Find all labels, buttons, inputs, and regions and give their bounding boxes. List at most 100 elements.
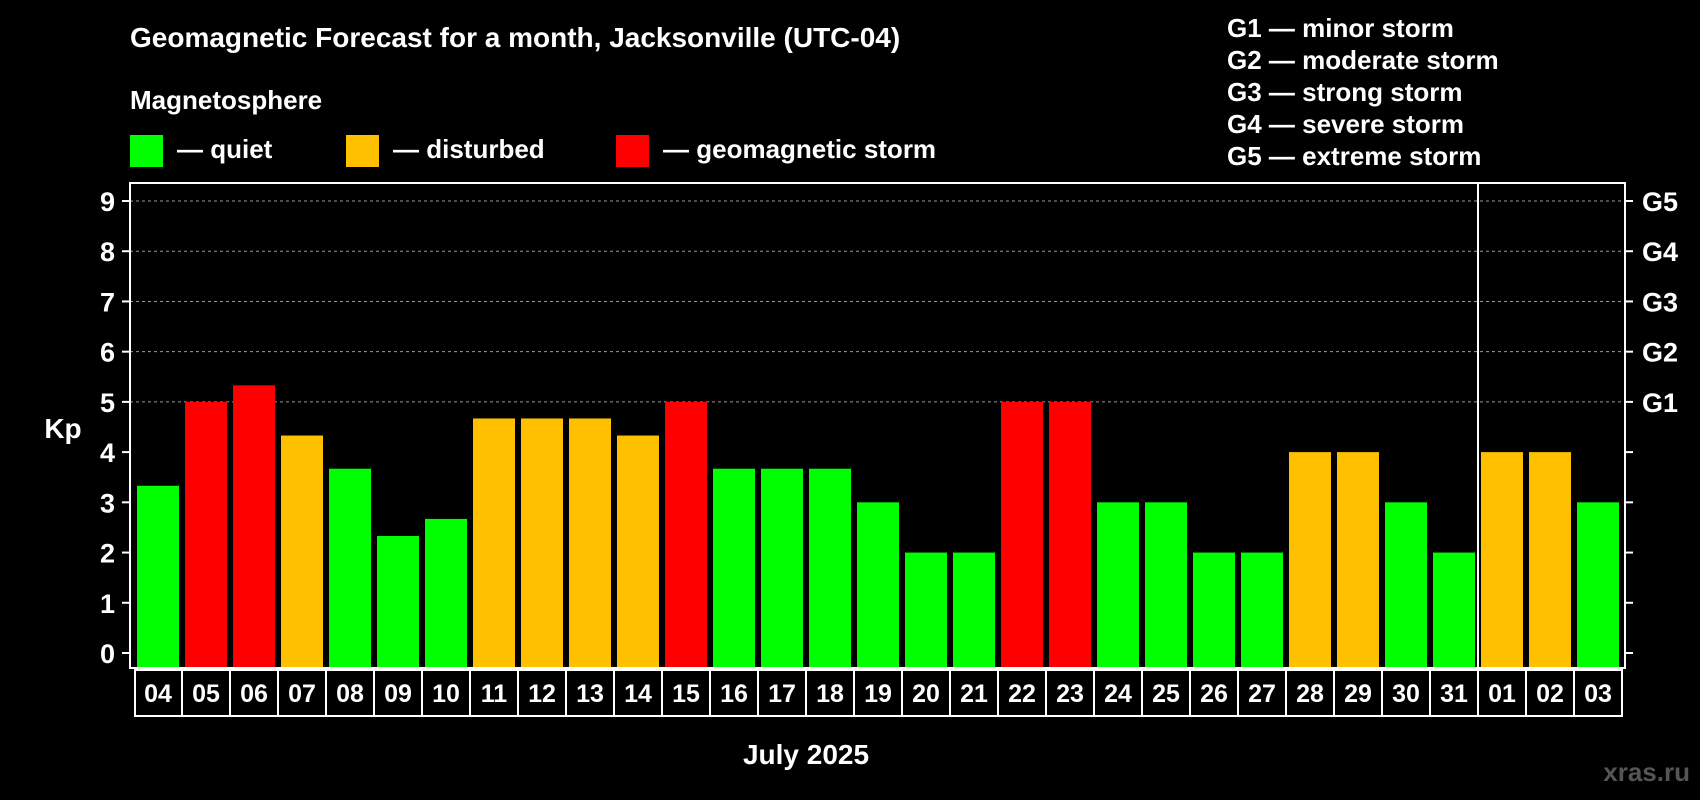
bar-22 [1001, 401, 1043, 668]
y-tick-label: 1 [100, 589, 115, 619]
x-tick-label-12: 12 [528, 680, 556, 708]
storm-description-4: G4 — severe storm [1227, 109, 1464, 139]
bar-24 [1097, 502, 1139, 668]
x-tick-label-18: 18 [816, 680, 844, 708]
x-tick-label-14: 14 [624, 680, 652, 708]
bar-27 [1241, 552, 1283, 668]
bar-26 [1193, 552, 1235, 668]
bar-09 [377, 535, 419, 668]
legend-swatch-0 [130, 135, 163, 167]
bar-23 [1049, 401, 1091, 668]
bar-07 [281, 435, 323, 668]
x-tick-label-09: 09 [384, 680, 412, 708]
chart-subtitle: Magnetosphere [130, 85, 322, 115]
x-tick-label-08: 08 [336, 680, 364, 708]
x-tick-label-25: 25 [1152, 680, 1180, 708]
bar-21 [953, 552, 995, 668]
storm-description-1: G1 — minor storm [1227, 13, 1454, 43]
x-tick-label-03: 03 [1584, 680, 1612, 708]
y-tick-label: 5 [100, 388, 115, 418]
x-tick-label-10: 10 [432, 680, 460, 708]
bar-25 [1145, 502, 1187, 668]
legend-label-1: — disturbed [393, 134, 545, 164]
x-tick-label-15: 15 [672, 680, 700, 708]
storm-description-2: G2 — moderate storm [1227, 45, 1499, 75]
x-tick-label-19: 19 [864, 680, 892, 708]
bar-05 [185, 401, 227, 668]
y-axis-label: Kp [44, 413, 81, 444]
bar-30 [1385, 502, 1427, 668]
y-tick-label: 7 [100, 287, 115, 317]
x-tick-label-22: 22 [1008, 680, 1036, 708]
y-tick-label: 6 [100, 338, 115, 368]
x-tick-label-23: 23 [1056, 680, 1084, 708]
bar-31 [1433, 552, 1475, 668]
y-tick-label: 3 [100, 488, 115, 518]
storm-level-G1: G1 [1642, 388, 1678, 418]
y-tick-label: 9 [100, 187, 115, 217]
legend-label-0: — quiet [177, 134, 273, 164]
bar-28 [1289, 452, 1331, 668]
bar-15 [665, 401, 707, 668]
x-tick-label-05: 05 [192, 680, 220, 708]
plot-frame [129, 182, 1626, 669]
x-tick-label-30: 30 [1392, 680, 1420, 708]
legend-swatch-2 [616, 135, 649, 167]
x-tick-label-29: 29 [1344, 680, 1372, 708]
x-tick-label-31: 31 [1440, 680, 1468, 708]
x-tick-label-07: 07 [288, 680, 316, 708]
bar-02 [1529, 452, 1571, 668]
y-tick-label: 4 [100, 438, 115, 468]
bar-08 [329, 468, 371, 668]
y-axis-ticks: 0 1 2 3 4 5 6 7 8 9 [100, 187, 1633, 669]
bar-13 [569, 418, 611, 668]
x-tick-label-01: 01 [1488, 680, 1516, 708]
bar-12 [521, 418, 563, 668]
legend-swatch-1 [346, 135, 379, 167]
x-category-frame [134, 669, 1623, 717]
x-tick-label-11: 11 [481, 680, 508, 708]
bar-03 [1577, 502, 1619, 668]
x-tick-label-02: 02 [1536, 680, 1564, 708]
legend: — quiet — disturbed — geomagnetic storm [130, 134, 936, 167]
x-tick-label-20: 20 [912, 680, 940, 708]
x-tick-label-13: 13 [576, 680, 604, 708]
storm-level-axis: G1 G2 G3 G4 G5 [1642, 187, 1678, 418]
bar-20 [905, 552, 947, 668]
bar-18 [809, 468, 851, 668]
bar-19 [857, 502, 899, 668]
bar-29 [1337, 452, 1379, 668]
legend-label-2: — geomagnetic storm [663, 134, 936, 164]
bar-10 [425, 518, 467, 668]
x-tick-label-28: 28 [1296, 680, 1324, 708]
storm-description-5: G5 — extreme storm [1227, 141, 1481, 171]
bar-17 [761, 468, 803, 668]
x-axis-label: July 2025 [743, 739, 869, 770]
storm-level-G3: G3 [1642, 287, 1678, 317]
bar-11 [473, 418, 515, 668]
y-tick-label: 2 [100, 539, 115, 569]
storm-level-G5: G5 [1642, 187, 1678, 217]
x-tick-label-27: 27 [1248, 680, 1276, 708]
bar-06 [233, 385, 275, 668]
chart-title: Geomagnetic Forecast for a month, Jackso… [130, 22, 900, 53]
storm-level-G2: G2 [1642, 338, 1678, 368]
bar-14 [617, 435, 659, 668]
watermark: xras.ru [1603, 757, 1690, 787]
bar-01 [1481, 452, 1523, 668]
x-axis-categories: 04 05 06 07 08 09 10 11 12 13 14 15 16 17 18 19 20 21 22 23… [134, 669, 1623, 717]
y-tick-label: 0 [100, 639, 115, 669]
x-tick-label-04: 04 [144, 680, 172, 708]
x-tick-label-24: 24 [1104, 680, 1132, 708]
x-tick-label-21: 21 [960, 680, 988, 708]
x-tick-label-06: 06 [240, 680, 268, 708]
bars [137, 385, 1619, 668]
grid-lines [130, 200, 1625, 403]
x-tick-label-16: 16 [720, 680, 748, 708]
bar-16 [713, 468, 755, 668]
x-tick-label-17: 17 [768, 680, 796, 708]
storm-description-3: G3 — strong storm [1227, 77, 1462, 107]
y-tick-label: 8 [100, 237, 115, 267]
